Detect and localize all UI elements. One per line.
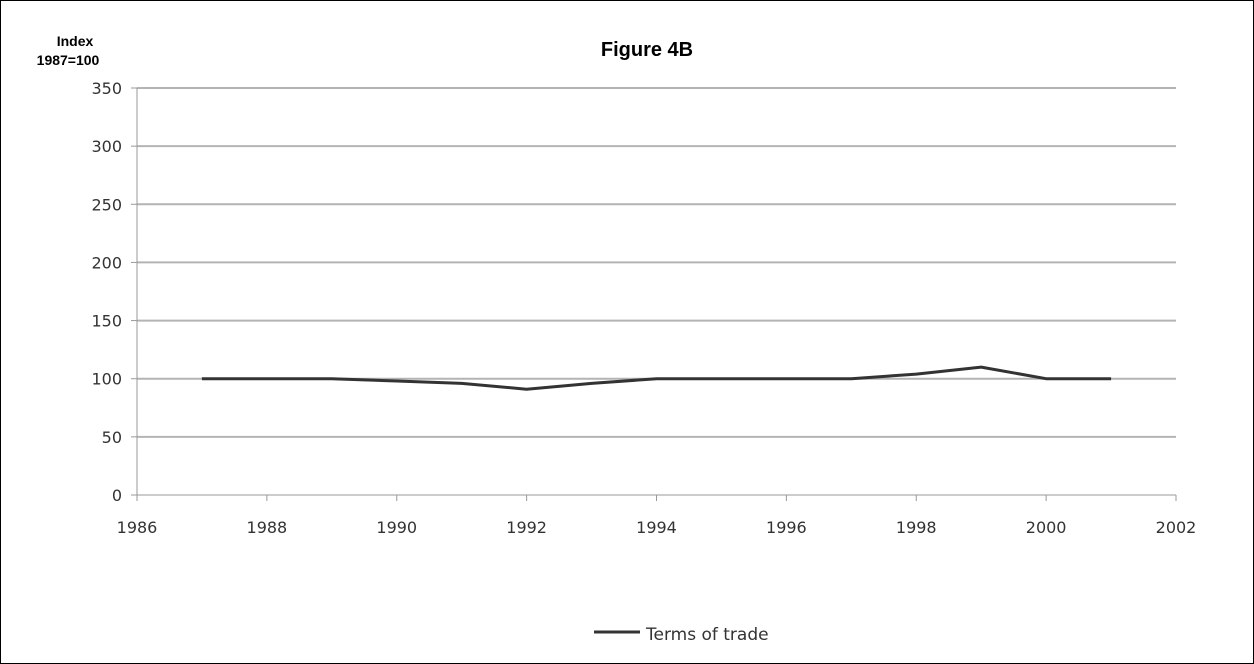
- x-tick-label-1990: 1990: [376, 518, 417, 537]
- x-tick-label-1986: 1986: [117, 518, 158, 537]
- y-tick-label-150: 150: [91, 312, 122, 331]
- y-tick-labels: 0 50 100 150 200 250 300 350: [91, 79, 122, 505]
- y-axis-label-line2: 1987=100: [37, 52, 100, 68]
- axes: [131, 87, 1177, 501]
- y-tick-label-100: 100: [91, 370, 122, 389]
- x-tick-label-2002: 2002: [1156, 518, 1197, 537]
- y-tick-label-350: 350: [91, 79, 122, 98]
- y-tick-label-300: 300: [91, 137, 122, 156]
- legend-label-terms-of-trade: Terms of trade: [645, 625, 769, 645]
- x-tick-label-1992: 1992: [506, 518, 547, 537]
- series-group: [201, 365, 1112, 391]
- x-tick-label-1988: 1988: [247, 518, 288, 537]
- y-tick-label-250: 250: [91, 195, 122, 214]
- series-line-terms-of-trade: [201, 365, 1112, 391]
- y-tick-label-50: 50: [102, 428, 122, 447]
- chart-title: Figure 4B: [601, 39, 693, 61]
- y-axis-label-line1: Index: [57, 33, 94, 49]
- y-tick-label-0: 0: [112, 486, 122, 505]
- y-tick-label-200: 200: [91, 253, 122, 272]
- gridlines: [137, 87, 1176, 438]
- x-tick-label-1998: 1998: [896, 518, 937, 537]
- legend: Terms of trade: [594, 625, 769, 645]
- x-tick-label-1996: 1996: [766, 518, 807, 537]
- x-tick-label-1994: 1994: [636, 518, 677, 537]
- x-tick-labels: 1986 1988 1990 1992 1994 1996 1998 2000 2002: [117, 518, 1197, 537]
- x-tick-label-2000: 2000: [1026, 518, 1067, 537]
